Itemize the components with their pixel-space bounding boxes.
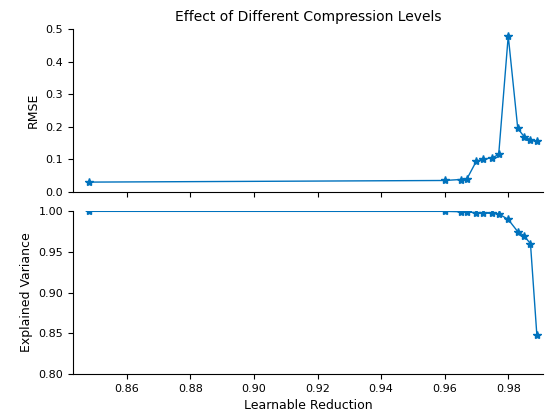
X-axis label: Learnable Reduction: Learnable Reduction — [244, 399, 372, 412]
Y-axis label: Explained Variance: Explained Variance — [20, 233, 33, 352]
Title: Effect of Different Compression Levels: Effect of Different Compression Levels — [175, 10, 441, 24]
Y-axis label: RMSE: RMSE — [27, 93, 40, 129]
